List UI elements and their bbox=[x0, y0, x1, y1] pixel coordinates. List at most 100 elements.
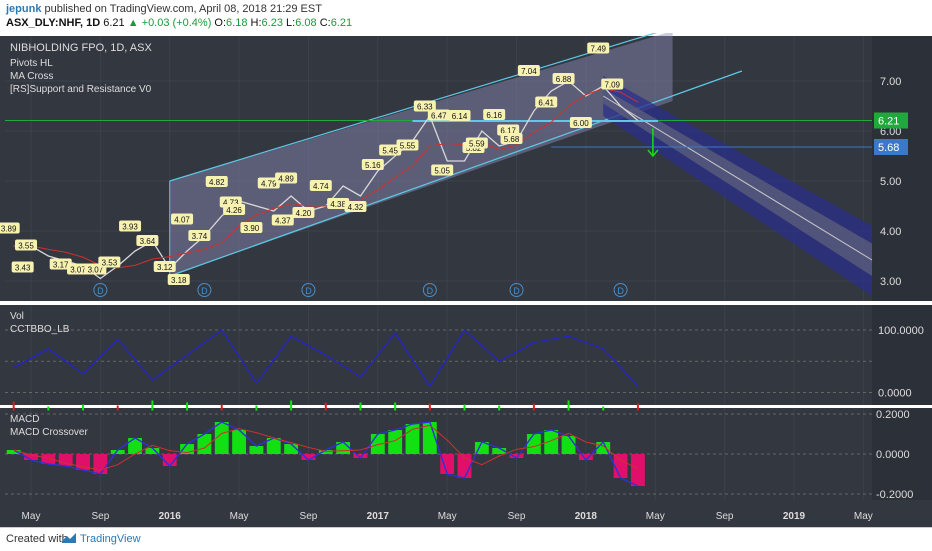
down-channel-center bbox=[602, 95, 873, 261]
volume-bar bbox=[602, 406, 605, 411]
created-with-text: Created with bbox=[6, 533, 68, 545]
price-axis-bg-1 bbox=[872, 305, 932, 405]
macd-hist-bar bbox=[6, 450, 21, 454]
pivot-label-bg bbox=[223, 204, 246, 215]
volume-bar bbox=[324, 402, 327, 411]
dividend-marker-label: D bbox=[513, 286, 520, 296]
macd-hist-bar bbox=[318, 450, 333, 454]
dividend-marker-label: D bbox=[97, 286, 104, 296]
pivot-label-bg bbox=[448, 110, 471, 121]
x-tick-label: 2016 bbox=[159, 511, 182, 522]
pivot-label: 4.32 bbox=[344, 201, 367, 212]
pivot-label-text: 3.53 bbox=[102, 259, 118, 268]
pivot-label: 5.55 bbox=[396, 139, 419, 151]
price-panel-title: NIBHOLDING FPO, 1D, ASX bbox=[10, 42, 152, 54]
close-value: 6.21 bbox=[330, 17, 353, 29]
change-value: +0.03 (+0.4%) bbox=[141, 17, 212, 29]
pivot-label-bg bbox=[275, 172, 298, 184]
author-link[interactable]: jepunk bbox=[6, 3, 42, 15]
pivot-label-text: 6.88 bbox=[556, 75, 572, 84]
macd-y-tick-label: 0.2000 bbox=[876, 409, 910, 421]
pivot-label: 4.79 bbox=[257, 177, 280, 189]
up-channel-upper bbox=[169, 17, 703, 182]
pivot-label-bg bbox=[49, 258, 72, 270]
pivot-label: 3.12 bbox=[153, 261, 176, 272]
x-tick-label: Sep bbox=[508, 511, 526, 522]
pivot-label-bg bbox=[327, 198, 350, 209]
volume-bar bbox=[394, 402, 397, 411]
pivot-label: 4.38 bbox=[327, 198, 350, 209]
price-indicator-label: [RS]Support and Resistance V0 bbox=[10, 84, 152, 95]
pivot-label-text: 5.05 bbox=[434, 167, 450, 176]
dividend-marker-icon bbox=[93, 283, 108, 297]
pivot-label: 6.88 bbox=[552, 73, 575, 84]
pivot-label-bg bbox=[427, 109, 450, 121]
pivot-label-text: 3.64 bbox=[140, 237, 156, 246]
x-tick-label: Sep bbox=[300, 511, 318, 522]
close-label: C: bbox=[319, 17, 331, 29]
pivot-label: 5.05 bbox=[431, 164, 454, 176]
time-axis-bg bbox=[0, 500, 932, 527]
pivot-label-text: 3.43 bbox=[15, 264, 31, 273]
pivot-label-text: 4.07 bbox=[174, 216, 190, 225]
pivot-label: 4.07 bbox=[171, 213, 194, 225]
down-channel-mid bbox=[603, 88, 872, 276]
pivot-label-bg bbox=[431, 164, 454, 176]
price-indicator-label: Pivots HL bbox=[10, 58, 53, 69]
support-tag: 5.68 bbox=[874, 139, 908, 155]
pivot-label: 5.68 bbox=[500, 133, 523, 144]
macd-y-tick-label: 0.0000 bbox=[876, 449, 910, 461]
vol-y-tick-label: 0.0000 bbox=[878, 388, 912, 400]
pivot-label-bg bbox=[98, 256, 121, 268]
chart-svg[interactable]: May Sep 2016 May Sep 2017 May Sep 2018 May Sep 2019… bbox=[0, 17, 932, 527]
panel-bg-0 bbox=[0, 36, 932, 301]
vol-panel-title: Vol bbox=[10, 311, 24, 322]
x-tick-label: Sep bbox=[91, 511, 109, 522]
volume-bar bbox=[290, 400, 293, 411]
last-price-tag-bg bbox=[874, 112, 908, 129]
tradingview-brand-link[interactable]: TradingView bbox=[80, 533, 141, 545]
macd-hist-bar bbox=[58, 454, 73, 466]
x-tick-label: May bbox=[438, 511, 457, 522]
pivot-label-text: 5.68 bbox=[504, 135, 520, 144]
signal-line bbox=[13, 424, 639, 471]
pivot-label: 3.53 bbox=[98, 256, 121, 268]
pivot-label-text: 3.90 bbox=[244, 224, 260, 233]
high-value: 6.23 bbox=[261, 17, 283, 29]
last-price-tag-text: 6.21 bbox=[878, 116, 899, 128]
pivot-label: 4.82 bbox=[205, 176, 228, 187]
pivot-label: 6.41 bbox=[535, 96, 558, 108]
pivot-label-text: 6.33 bbox=[417, 103, 433, 112]
pivot-label-text: 5.16 bbox=[365, 161, 381, 170]
tradingview-logo-icon bbox=[62, 533, 76, 543]
pivot-label-text: 4.82 bbox=[209, 178, 225, 187]
macd-hist-bar bbox=[128, 438, 142, 454]
macd-hist-bar bbox=[353, 454, 368, 458]
pivot-label-bg bbox=[67, 263, 90, 275]
ohlc-bar: ASX_DLY:NHF, 1D 6.21 ▲ +0.03 (+0.4%) O:6… bbox=[6, 17, 352, 29]
pivot-label-bg bbox=[257, 177, 280, 189]
publish-info: jepunk published on TradingView.com, Apr… bbox=[6, 3, 322, 15]
pivot-label: 7.04 bbox=[517, 65, 540, 76]
macd-hist-bar bbox=[474, 442, 489, 454]
volume-bar bbox=[12, 401, 15, 411]
x-tick-label: May bbox=[230, 511, 249, 522]
high-label: H: bbox=[250, 17, 262, 29]
pivot-label: 4.89 bbox=[275, 172, 298, 184]
dividend-marker-icon bbox=[613, 283, 628, 297]
chart-area[interactable]: May Sep 2016 May Sep 2017 May Sep 2018 May Sep 2019… bbox=[0, 17, 932, 527]
pivot-label: 3.90 bbox=[240, 222, 263, 233]
pivot-label-bg bbox=[379, 144, 402, 156]
pivot-label-text: 3.07 bbox=[88, 266, 104, 275]
macd-hist-bar bbox=[301, 454, 316, 460]
pivot-label: 4.20 bbox=[292, 207, 315, 218]
x-tick-label: 2018 bbox=[575, 511, 598, 522]
pivot-label-bg bbox=[188, 230, 211, 241]
x-tick-label: May bbox=[854, 511, 873, 522]
open-value: 6.18 bbox=[226, 17, 248, 29]
pivot-label-text: 7.49 bbox=[590, 45, 606, 54]
volume-bar bbox=[116, 405, 119, 411]
pivot-label-text: 6.14 bbox=[452, 112, 468, 121]
dividend-marker-label: D bbox=[201, 286, 208, 296]
macd-hist-bar bbox=[440, 454, 455, 474]
